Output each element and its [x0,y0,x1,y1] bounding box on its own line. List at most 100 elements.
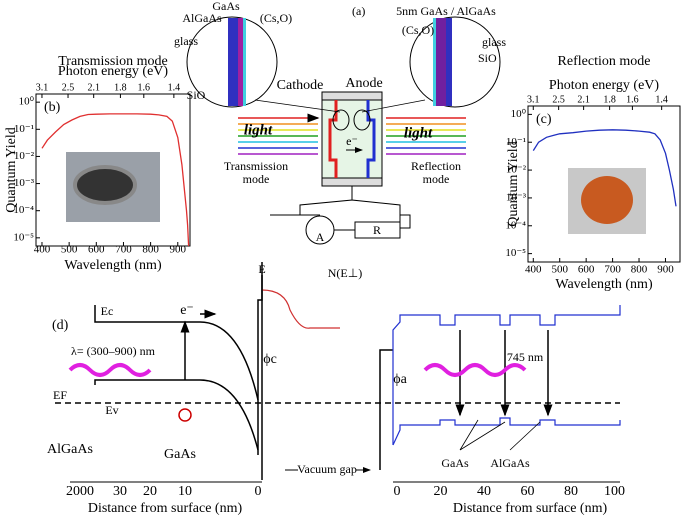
plot-frame [35,93,191,247]
x-tick-label: 700 [115,244,132,256]
tick-label: 60 [521,484,535,499]
label: R [373,223,381,237]
tick-label: 2000 [66,484,94,499]
y-tick-label: 10⁻³ [506,191,527,203]
x2-tick-label: 2.1 [577,94,590,105]
axis-label: Distance from surface (nm) [88,501,243,516]
y-tick-label: 10⁻² [506,164,527,176]
label: mode [243,172,270,186]
y-tick-label: 10⁻⁴ [13,204,34,216]
x-tick-label: 500 [551,264,568,276]
x2-axis-label: Photon energy (eV) [58,64,168,79]
panel-a-graphics [186,16,501,245]
y-tick-label: 10⁻⁵ [505,247,526,259]
label: GaAs [164,447,196,462]
x-tick-label: 600 [578,264,595,276]
tick-label: 0 [394,484,401,499]
y-tick-label: 10⁻³ [14,177,35,189]
x2-tick-label: 1.8 [114,82,127,93]
label: 745 nm [507,350,544,364]
x-tick-label: 800 [142,244,159,256]
label: Vacuum gap [297,462,357,476]
label: Ec [101,304,114,318]
x2-tick-label: 2.5 [62,82,75,93]
axis-label: Distance from surface (nm) [453,501,608,516]
label: e⁻ [180,303,194,318]
tick-label: 100 [604,484,625,499]
label: light [244,122,273,138]
label: A [316,230,325,244]
panel-label: (a) [352,4,365,18]
plot-frame [527,105,681,263]
y-tick-label: 10⁰ [19,96,35,108]
x2-tick-label: 1.8 [603,94,616,105]
x2-tick-label: 1.4 [655,94,668,105]
tick-label: 20 [143,484,157,499]
x-tick-label: 400 [34,244,51,256]
panel-label: (d) [52,318,69,333]
y-tick-label: 10⁻¹ [506,136,526,148]
inset-photos [66,152,646,234]
label: (Cs,O) [402,23,434,37]
x-axis-label: Wavelength (nm) [64,258,162,273]
label: EF [53,388,67,402]
y-tick-label: 10⁻² [14,150,35,162]
x-tick-label: 700 [604,264,621,276]
y-axis-label: Quantum Yield [4,127,19,212]
label: e⁻ [346,134,358,148]
panel-label: (c) [536,112,552,127]
label: GaAs [212,0,240,13]
x2-tick-label: 1.4 [168,82,181,93]
x-tick-label: 800 [631,264,648,276]
label: glass [174,34,198,48]
x2-tick-label: 3.1 [36,82,49,93]
x-tick-label: 400 [525,264,542,276]
label: N(E⊥) [328,266,362,280]
x-tick-label: 900 [657,264,674,276]
panel-a-texts: (a) GaAs AlGaAs (Cs,O) glass SiO Cathode… [174,0,506,244]
label: AlGaAs [490,456,530,470]
x2-tick-label: 1.6 [138,82,151,93]
x-axis-label: Wavelength (nm) [555,277,653,292]
panel-label: (b) [44,100,61,115]
label: Cathode [277,78,324,93]
data-line [532,129,677,207]
label: 5nm GaAs / AlGaAs [396,4,496,18]
label: ϕc [263,352,277,367]
panel-d-graphics [55,262,621,483]
label: SiO [478,51,497,65]
data-line [41,113,190,247]
label: mode [423,172,450,186]
x2-axis-label: Photon energy (eV) [549,78,659,93]
label: E [258,262,265,276]
y-axis-label: Quantum Yield [506,141,521,226]
x-tick-label: 500 [61,244,78,256]
tick-label: 0 [255,484,262,499]
x2-tick-label: 2.5 [552,94,565,105]
label: glass [482,35,506,49]
panel-d-texts: (d) E N(E⊥) Ec e⁻ λ= (300–900) nm EF Ev … [47,262,607,516]
y-tick-label: 10⁻¹ [14,123,34,135]
label: λ= (300–900) nm [71,344,156,358]
label: light [404,125,433,141]
x2-tick-label: 2.1 [87,82,100,93]
label: AlGaAs [182,11,222,25]
x2-tick-label: 3.1 [527,94,540,105]
y-tick-label: 10⁰ [511,108,527,120]
x2-tick-label: 1.6 [626,94,639,105]
x-tick-label: 900 [170,244,187,256]
label: Reflection [411,159,461,173]
chart-title: Transmission mode [58,54,168,69]
label: Anode [345,76,382,91]
tick-label: 30 [113,484,127,499]
tick-label: 20 [434,484,448,499]
tick-label: 40 [477,484,491,499]
label: Transmission [224,159,288,173]
label: AlGaAs [47,442,93,457]
label: Ev [105,403,118,417]
x-tick-label: 600 [88,244,105,256]
chart-title: Reflection mode [558,54,651,69]
label: (Cs,O) [260,11,292,25]
y-tick-label: 10⁻⁴ [505,219,526,231]
